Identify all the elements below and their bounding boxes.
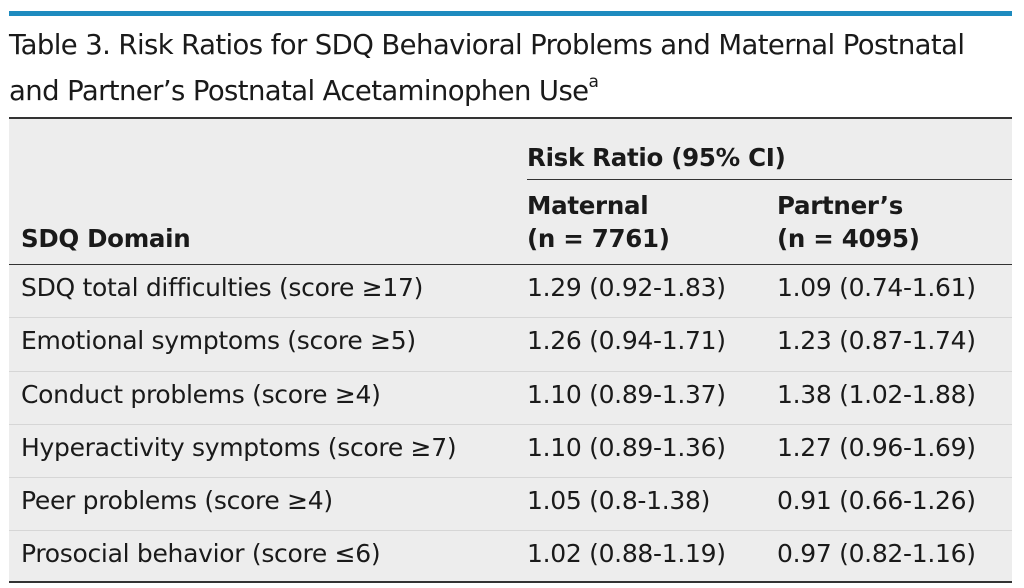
partner-header-label: Partner’s [777,191,903,220]
title-footnote-marker: a [588,72,599,92]
table-row: Peer problems (score ≥4) 1.05 (0.8-1.38)… [9,478,1012,532]
column-header-partner: Partner’s (n = 4095) [777,189,920,255]
risk-ratio-table: Risk Ratio (95% CI) SDQ Domain Maternal … [9,117,1012,583]
maternal-header-n: (n = 7761) [527,224,670,253]
header-bottom-rule [9,264,1012,265]
cell-domain: Conduct problems (score ≥4) [21,379,381,409]
cell-partner-rr: 0.97 (0.82-1.16) [777,539,976,569]
title-accent-rule [9,11,1012,16]
cell-maternal-rr: 1.26 (0.94-1.71) [527,326,726,356]
column-header-domain: SDQ Domain [21,224,191,253]
cell-domain: SDQ total difficulties (score ≥17) [21,273,424,302]
cell-partner-rr: 0.91 (0.66-1.26) [777,486,976,516]
cell-maternal-rr: 1.05 (0.8-1.38) [527,486,711,516]
cell-maternal-rr: 1.29 (0.92-1.83) [527,273,726,302]
column-group-rule [527,179,1012,180]
column-group-header: Risk Ratio (95% CI) [527,143,786,172]
cell-partner-rr: 1.27 (0.96-1.69) [777,432,976,462]
table-row: SDQ total difficulties (score ≥17) 1.29 … [9,265,1012,319]
cell-maternal-rr: 1.10 (0.89-1.37) [527,379,726,409]
cell-domain: Emotional symptoms (score ≥5) [21,326,416,356]
table-body: SDQ total difficulties (score ≥17) 1.29 … [9,265,1012,584]
cell-partner-rr: 1.09 (0.74-1.61) [777,273,976,302]
cell-partner-rr: 1.38 (1.02-1.88) [777,379,976,409]
maternal-header-label: Maternal [527,191,649,220]
cell-partner-rr: 1.23 (0.87-1.74) [777,326,976,356]
partner-header-n: (n = 4095) [777,224,920,253]
table-title-text: Table 3. Risk Ratios for SDQ Behavioral … [9,29,965,107]
table-row: Conduct problems (score ≥4) 1.10 (0.89-1… [9,372,1012,425]
cell-domain: Peer problems (score ≥4) [21,486,333,516]
table-row: Prosocial behavior (score ≤6) 1.02 (0.88… [9,531,1012,583]
column-header-maternal: Maternal (n = 7761) [527,189,670,255]
cell-maternal-rr: 1.10 (0.89-1.36) [527,432,726,462]
cell-domain: Prosocial behavior (score ≤6) [21,539,381,569]
table-row: Emotional symptoms (score ≥5) 1.26 (0.94… [9,318,1012,372]
cell-domain: Hyperactivity symptoms (score ≥7) [21,432,457,462]
table-header: Risk Ratio (95% CI) SDQ Domain Maternal … [9,119,1012,264]
table-title: Table 3. Risk Ratios for SDQ Behavioral … [9,22,1014,114]
cell-maternal-rr: 1.02 (0.88-1.19) [527,539,726,569]
table-row: Hyperactivity symptoms (score ≥7) 1.10 (… [9,425,1012,479]
